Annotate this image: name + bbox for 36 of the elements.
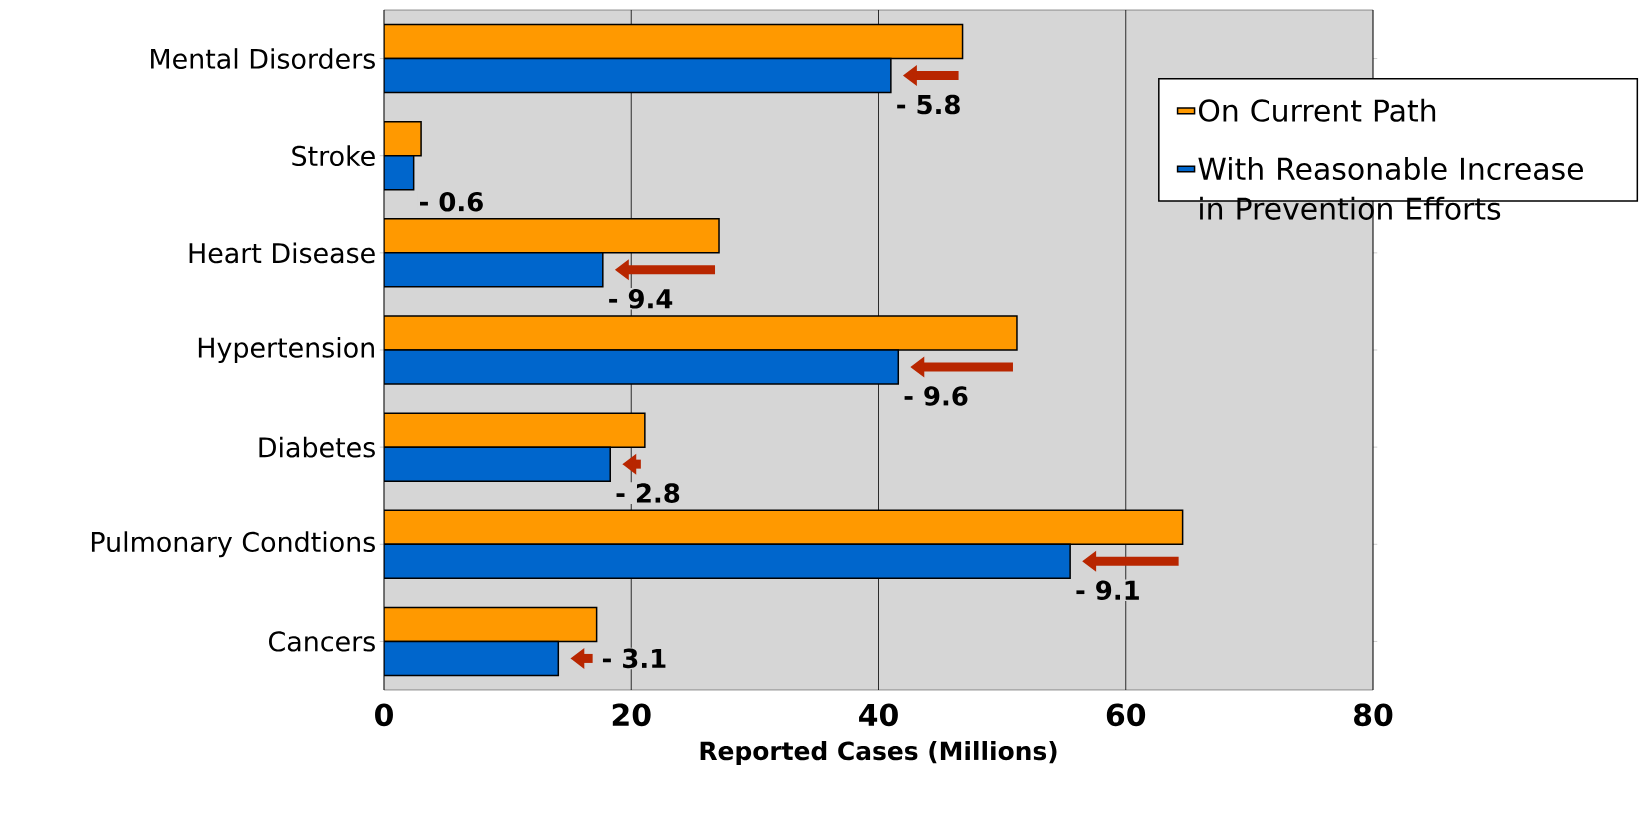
bar: [384, 120, 422, 157]
annotation: - 2.8: [616, 483, 680, 503]
annotation: - 9.6: [904, 386, 968, 406]
annotation: - 9.1: [1076, 580, 1139, 601]
bar: [384, 509, 1184, 546]
annotation: - 3.1: [602, 648, 666, 669]
annotation: - 0.6: [419, 191, 483, 212]
bar: [384, 412, 646, 448]
x-tick-label: 20: [612, 703, 651, 727]
bar: [384, 23, 964, 60]
y-tick-label: Diabetes: [259, 436, 375, 458]
bar: [384, 446, 611, 482]
legend-label: On Current Path: [1198, 98, 1436, 122]
bar: [384, 252, 604, 288]
bar: [384, 606, 598, 643]
bar: [384, 218, 720, 254]
x-tick-label: 0: [375, 703, 393, 727]
x-tick-label: 60: [1106, 703, 1146, 727]
y-tick-label: Cancers: [269, 631, 375, 652]
bar: [384, 57, 892, 94]
bar: [384, 315, 1018, 351]
y-tick-label: Hypertension: [198, 336, 374, 364]
y-tick-label: Heart Disease: [189, 242, 375, 264]
legend-label: With Reasonable Increase in Prevention Efforts: [1198, 156, 1583, 220]
x-tick-label: 40: [859, 703, 898, 727]
x-axis-title: Reported Cases (Millions): [700, 740, 1057, 766]
annotation: - 9.4: [609, 289, 673, 309]
y-tick-label: Stroke: [292, 145, 375, 167]
bar: [384, 349, 900, 385]
bar: [384, 154, 415, 191]
y-tick-label: Pulmonary Condtions: [91, 531, 375, 558]
bar: [384, 640, 560, 677]
x-tick-label: 80: [1354, 703, 1393, 727]
bar: [384, 543, 1071, 580]
annotation: - 5.8: [897, 94, 960, 115]
y-tick-label: Mental Disorders: [151, 48, 375, 69]
